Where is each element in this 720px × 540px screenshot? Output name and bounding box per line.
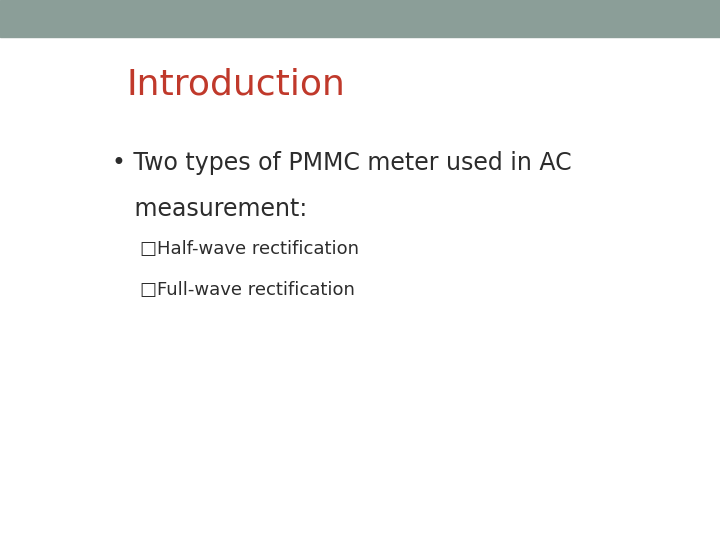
- Text: Introduction: Introduction: [126, 68, 345, 102]
- Text: □Full-wave rectification: □Full-wave rectification: [140, 281, 355, 299]
- Text: • Two types of PMMC meter used in AC: • Two types of PMMC meter used in AC: [112, 151, 571, 175]
- Text: measurement:: measurement:: [112, 197, 307, 221]
- Text: □Half-wave rectification: □Half-wave rectification: [140, 240, 359, 258]
